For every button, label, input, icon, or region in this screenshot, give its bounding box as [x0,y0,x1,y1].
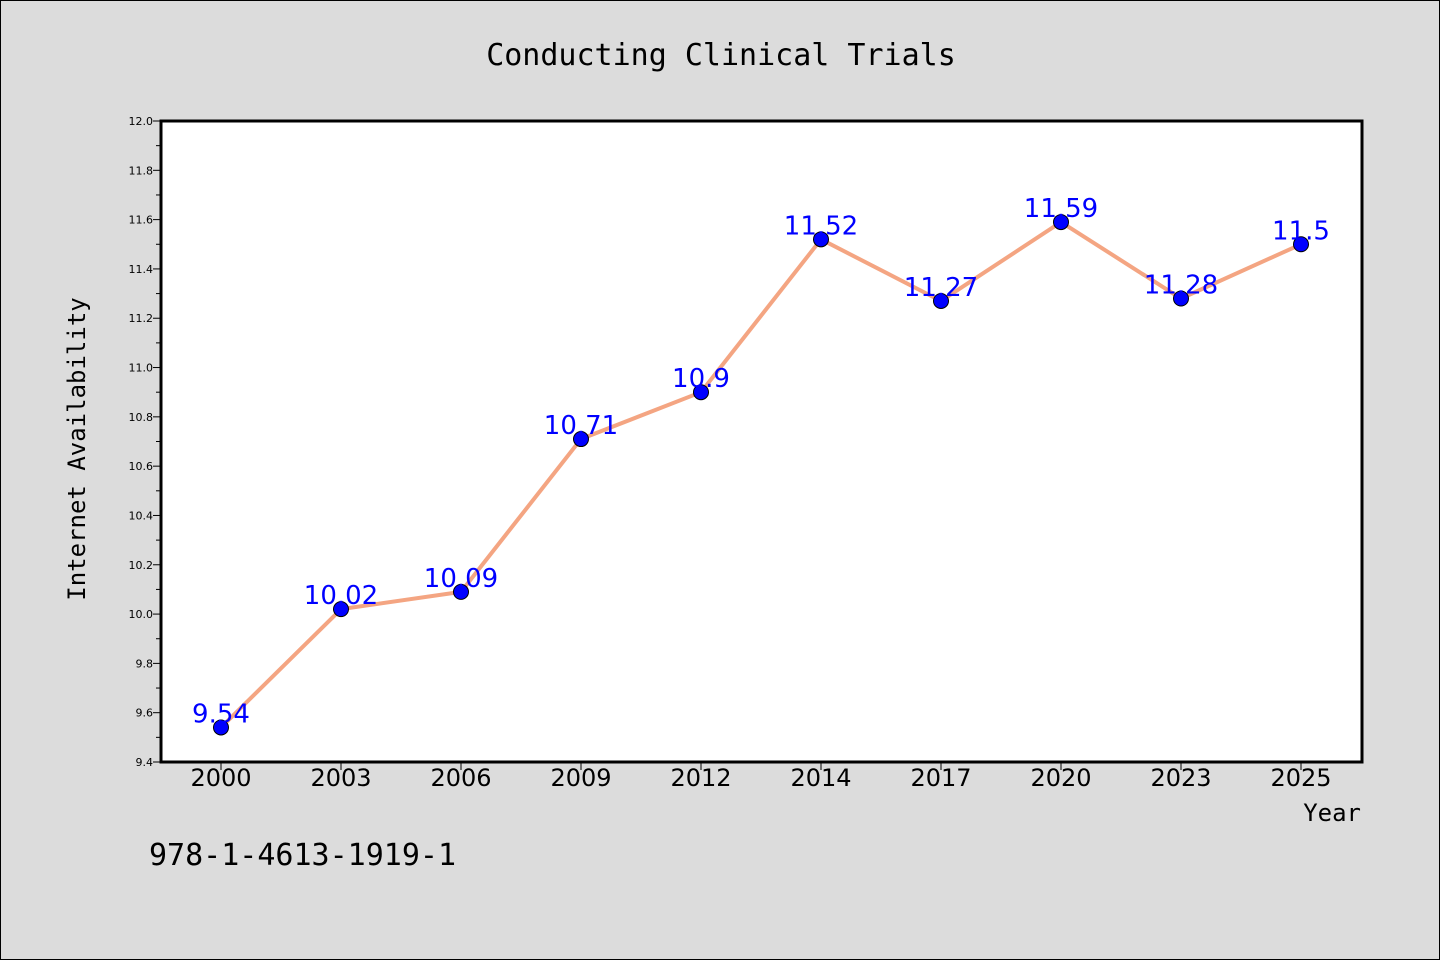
x-tick-label: 2003 [310,764,371,792]
isbn-footer: 978-1-4613-1919-1 [149,838,456,873]
data-point [693,384,709,401]
y-tick-label: 10.4 [129,509,154,522]
y-tick-label: 9.4 [136,756,154,769]
y-tick-label: 10.6 [129,460,154,473]
x-axis-title: Year [1303,799,1361,827]
y-axis-title: Internet Availability [63,297,91,600]
data-label: 11.5 [1272,216,1330,246]
data-label: 11.52 [784,211,858,241]
y-tick-label: 10.8 [129,411,154,424]
y-tick-label: 11.2 [129,312,154,325]
data-label: 10.02 [304,581,378,611]
data-label: 11.27 [904,273,978,303]
series-line [219,220,1302,729]
x-tick-label: 2017 [910,764,971,792]
y-tick-label: 11.0 [129,362,154,375]
data-label: 11.28 [1144,271,1218,301]
x-tick-label: 2023 [1150,764,1211,792]
data-point [333,601,349,618]
data-label: 10.71 [544,411,618,441]
data-label: 10.9 [672,364,730,394]
data-label: 9.54 [192,699,250,729]
chart-title: Conducting Clinical Trials [486,38,956,73]
y-tick-label: 10.2 [129,559,154,572]
y-tick-label: 11.6 [129,214,154,227]
x-tick-label: 2012 [670,764,731,792]
data-point [933,292,949,309]
data-point [813,231,829,248]
data-point [573,431,589,448]
x-tick-label: 2009 [550,764,611,792]
plot-area [159,119,1364,764]
data-point [453,583,469,600]
data-label-layer: 9.54 10.02 10.09 10.71 10.9 11.52 11.27 11.59 11… [192,194,1330,729]
y-tick-label: 10.0 [129,608,154,621]
x-tick-label: 2025 [1270,764,1331,792]
y-tick-label: 12.0 [129,115,154,128]
y-axis: 9.4 9.6 9.8 10.0 10.2 10.4 10.6 10.8 11.0 11.2 11.… [129,115,161,769]
x-tick-label: 2006 [430,764,491,792]
data-point [1053,214,1069,231]
x-tick-label: 2014 [790,764,851,792]
data-label: 10.09 [424,564,498,594]
data-point [1293,236,1309,253]
data-label: 11.59 [1024,194,1098,224]
x-axis: 2000 2003 2006 2009 2012 2014 2017 2020 2023 2025 [190,762,1332,792]
series-line-layer [213,214,1309,736]
x-tick-label: 2020 [1030,764,1091,792]
x-tick-label: 2000 [190,764,251,792]
y-tick-label: 11.4 [129,263,154,276]
data-point [213,719,229,736]
y-tick-label: 11.8 [129,164,154,177]
data-point [1173,290,1189,307]
y-tick-label: 9.8 [136,657,154,670]
y-tick-label: 9.6 [136,707,154,720]
